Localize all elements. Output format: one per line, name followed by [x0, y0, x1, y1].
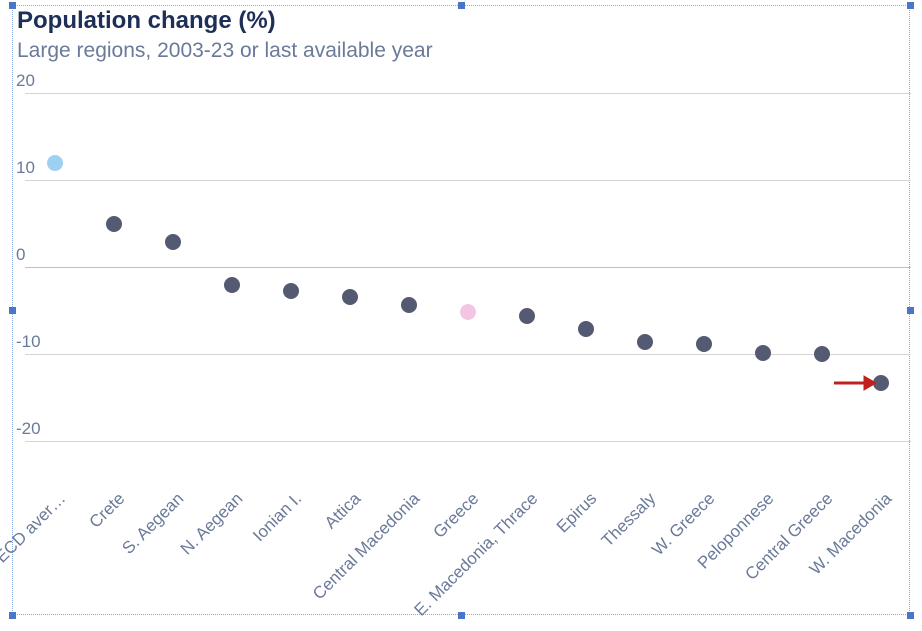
chart-title: Population change (%) — [17, 7, 276, 35]
data-point — [165, 234, 181, 250]
gridline — [25, 441, 911, 442]
data-point — [106, 216, 122, 232]
data-point — [637, 334, 653, 350]
y-axis-tick-label: 20 — [16, 71, 35, 91]
data-point — [342, 289, 358, 305]
selection-handle[interactable] — [458, 612, 465, 619]
data-point — [460, 304, 476, 320]
y-axis-tick-label: 0 — [16, 245, 25, 265]
selection-handle[interactable] — [907, 2, 914, 9]
selection-handle[interactable] — [458, 2, 465, 9]
selection-handle[interactable] — [907, 612, 914, 619]
y-axis-tick-label: 10 — [16, 158, 35, 178]
x-axis-tick-label: Crete — [85, 489, 129, 533]
x-axis-tick-label: N. Aegean — [176, 489, 246, 559]
selection-handle[interactable] — [9, 2, 16, 9]
selection-handle[interactable] — [9, 307, 16, 314]
x-axis-tick-label: Attica — [321, 489, 365, 533]
y-axis-tick-label: -20 — [16, 419, 41, 439]
chart-selection-frame: Population change (%) Large regions, 200… — [12, 5, 910, 615]
data-point — [224, 277, 240, 293]
selection-handle[interactable] — [907, 307, 914, 314]
gridline — [25, 180, 911, 181]
data-point — [401, 297, 417, 313]
x-axis-tick-label: Greece — [430, 489, 484, 543]
gridline — [25, 93, 911, 94]
x-axis-tick-label: Epirus — [553, 489, 601, 537]
gridline — [25, 267, 911, 268]
x-axis-tick-label: Central Macedonia — [309, 489, 424, 604]
selection-handle[interactable] — [9, 612, 16, 619]
data-point — [696, 336, 712, 352]
chart-subtitle: Large regions, 2003-23 or last available… — [17, 39, 433, 63]
annotation-arrow — [834, 373, 886, 393]
gridline — [25, 354, 911, 355]
data-point — [814, 346, 830, 362]
x-axis-tick-label: Ionian I. — [249, 489, 306, 546]
x-axis-tick-label: ECD aver… — [0, 489, 70, 567]
data-point — [755, 345, 771, 361]
y-axis-tick-label: -10 — [16, 332, 41, 352]
data-point — [578, 321, 594, 337]
data-point — [47, 155, 63, 171]
x-axis-tick-label: S. Aegean — [118, 489, 188, 559]
data-point — [283, 283, 299, 299]
data-point — [519, 308, 535, 324]
